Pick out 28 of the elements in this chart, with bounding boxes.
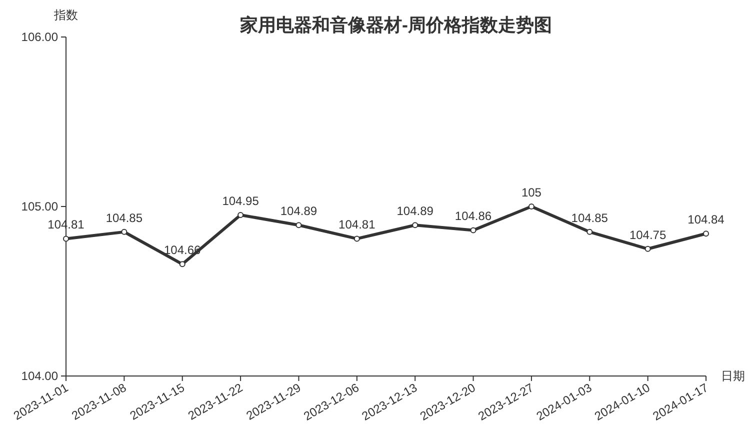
y-tick-label: 104.00 <box>21 369 58 383</box>
point <box>528 204 534 210</box>
y-tick-label: 106.00 <box>21 30 58 44</box>
point <box>63 236 69 242</box>
data-label: 104.81 <box>338 218 376 232</box>
point <box>238 212 244 218</box>
ylabel: 指数 <box>54 8 78 22</box>
point <box>703 230 709 237</box>
point <box>470 227 476 234</box>
data-label: 104.89 <box>396 204 434 218</box>
data-label: 104.75 <box>629 228 666 242</box>
data-label: 104.86 <box>454 209 492 224</box>
data-label: 104.84 <box>688 212 724 227</box>
data-label: 104.85 <box>571 210 608 225</box>
data-label: 104.95 <box>222 194 259 208</box>
point <box>412 222 418 228</box>
point <box>121 228 128 235</box>
xlabel: 日期 <box>721 369 745 383</box>
data-label: 104.85 <box>106 210 143 225</box>
y-tick-label: 105.00 <box>21 200 58 214</box>
data-label: 105 <box>521 186 542 200</box>
point <box>586 228 593 235</box>
point <box>179 261 186 268</box>
point <box>644 246 651 252</box>
point <box>296 222 302 228</box>
data-label: 104.89 <box>280 204 318 218</box>
point <box>354 236 360 242</box>
title: 家用电器和音像器材-周价格指数走势图 <box>240 15 552 35</box>
